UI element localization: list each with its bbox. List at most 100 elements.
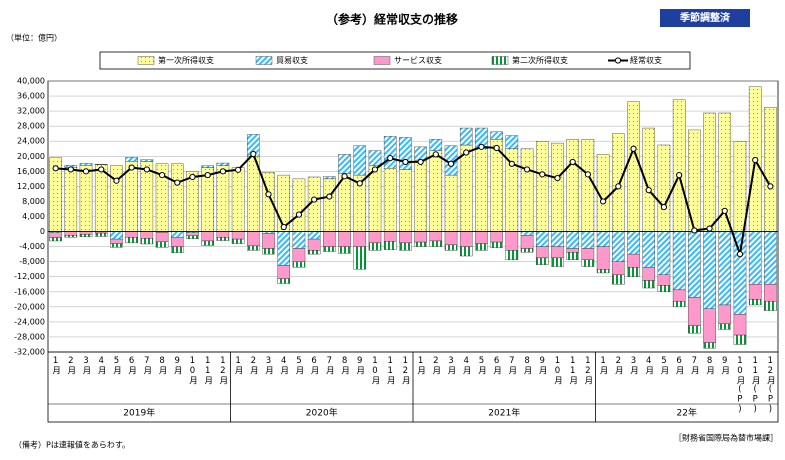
- line-marker: [584, 171, 591, 178]
- bar-segment: [262, 248, 275, 255]
- bar-segment: [292, 261, 306, 268]
- bar-segment: [140, 231, 154, 239]
- line-marker: [752, 156, 759, 164]
- bar-segment: [520, 148, 534, 232]
- x-tick-label: 9月: [355, 356, 365, 375]
- y-tick-label: -28,000: [14, 332, 45, 341]
- bar-segment: [140, 159, 154, 162]
- line-marker: [736, 251, 744, 258]
- bar-segment: [368, 242, 382, 251]
- bar-segment: [49, 237, 62, 242]
- bar-segment: [216, 162, 230, 166]
- bar-segment: [186, 235, 199, 239]
- bar-segment: [703, 112, 716, 232]
- bar-segment: [368, 231, 382, 244]
- line-marker: [645, 187, 652, 194]
- bar-segment: [596, 246, 610, 270]
- bar-segment: [688, 231, 701, 298]
- bar-segment: [155, 241, 169, 248]
- x-tick-label: 7月: [507, 356, 517, 375]
- x-tick-label: 9月: [720, 356, 730, 375]
- chart-title: （参考）経常収支の推移: [326, 12, 458, 27]
- bar-segment: [657, 144, 671, 232]
- bar-segment: [292, 248, 306, 262]
- line-marker: [402, 158, 409, 166]
- x-tick-label: 6月: [309, 356, 319, 375]
- line-marker: [265, 191, 272, 198]
- line-marker: [113, 177, 120, 184]
- x-tick-label: 11月: [203, 356, 213, 385]
- bar-segment: [459, 127, 473, 146]
- bar-segment: [429, 231, 443, 242]
- line-marker: [523, 166, 531, 173]
- bar-segment: [277, 265, 291, 279]
- x-tick-label: 5月: [659, 356, 669, 375]
- bar-segment: [201, 231, 214, 242]
- x-tick-label: 12月: [400, 356, 410, 385]
- x-tick-label: 3月: [629, 356, 639, 375]
- bar-segment: [688, 325, 701, 334]
- x-group-label: 2021年: [488, 407, 520, 419]
- bar-segment: [627, 267, 640, 277]
- bar-segment: [186, 171, 199, 232]
- bar-segment: [323, 178, 336, 232]
- bar-segment: [383, 231, 397, 242]
- bar-segment: [170, 163, 184, 232]
- badge: 季節調整済: [679, 11, 731, 24]
- x-tick-label: 8月: [157, 356, 167, 375]
- x-tick-label: 2月: [66, 356, 76, 375]
- bar-segment: [368, 165, 382, 232]
- bar-segment: [672, 300, 686, 308]
- bar-segment: [399, 169, 412, 232]
- bar-segment: [399, 242, 412, 251]
- line-marker: [554, 175, 561, 182]
- x-tick-label: 5月: [476, 356, 486, 375]
- bar-segment: [216, 231, 230, 238]
- y-tick-label: 16,000: [17, 167, 45, 176]
- line-marker: [356, 180, 363, 187]
- x-tick-label: 4月: [279, 356, 289, 375]
- x-tick-label: 7月: [142, 356, 152, 375]
- x-tick-label: 5月: [111, 356, 121, 375]
- bar-segment: [581, 248, 595, 260]
- bar-segment: [551, 257, 564, 267]
- y-tick-label: 12,000: [17, 182, 45, 191]
- x-tick-label: 9月: [172, 356, 182, 375]
- bar-segment: [307, 231, 321, 240]
- note: （備考）Pは速報値をあらわす。: [14, 440, 130, 450]
- bar-segment: [718, 323, 732, 330]
- bar-segment: [657, 285, 671, 292]
- bar-segment: [703, 231, 716, 309]
- bar-segment: [216, 165, 230, 232]
- legend-label: 貿易収支: [276, 55, 308, 65]
- x-tick-label: 10月: [552, 356, 562, 385]
- bar-segment: [323, 231, 336, 247]
- x-tick-label: 7月: [689, 356, 699, 375]
- x-tick-label: 4月: [461, 356, 471, 375]
- legend-box: [99, 51, 691, 70]
- bar-segment: [186, 232, 199, 236]
- bar-segment: [170, 231, 184, 238]
- bar-segment: [581, 139, 595, 232]
- x-group-label: 22年: [677, 407, 697, 419]
- bar-segment: [520, 231, 534, 236]
- bar-segment: [657, 274, 671, 286]
- bar-segment: [627, 231, 640, 255]
- bar-segment: [581, 259, 595, 267]
- x-tick-label: 3月: [446, 356, 456, 375]
- legend-swatch: [373, 56, 391, 65]
- bar-segment: [170, 237, 184, 247]
- bar-segment: [733, 334, 747, 345]
- bar-segment: [277, 231, 291, 266]
- y-tick-label: 4,000: [22, 212, 45, 221]
- line-marker: [463, 149, 470, 156]
- bar-segment: [338, 246, 351, 254]
- bar-segment: [596, 231, 610, 247]
- bar-segment: [551, 231, 564, 247]
- line-marker: [691, 227, 698, 234]
- bar-segment: [94, 164, 108, 232]
- line-marker: [387, 155, 394, 162]
- bar-segment: [383, 168, 397, 232]
- x-tick-label: 9月: [537, 356, 547, 375]
- bar-segment: [64, 167, 78, 232]
